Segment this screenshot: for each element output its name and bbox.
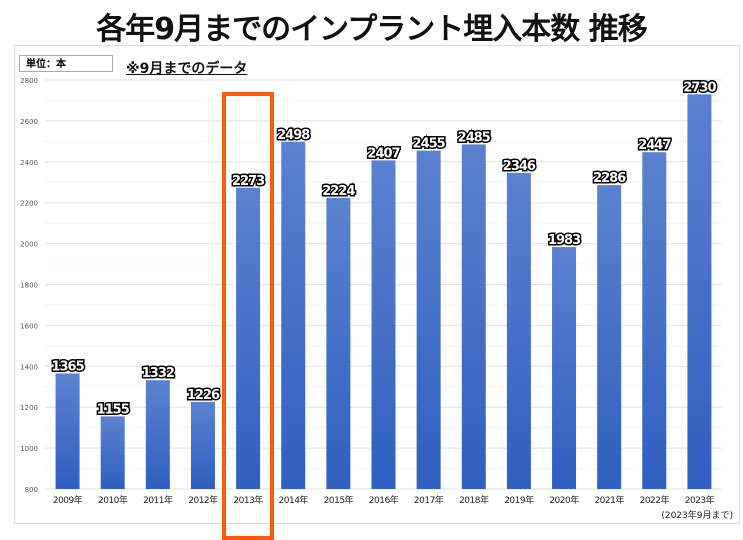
y-tick-label: 2600 bbox=[20, 118, 38, 126]
data-label: 2273 bbox=[232, 174, 265, 189]
data-label: 2498 bbox=[277, 128, 310, 143]
y-tick-label: 1600 bbox=[20, 322, 38, 330]
y-tick-label: 1800 bbox=[20, 282, 38, 290]
data-label: 2346 bbox=[503, 159, 536, 174]
page-title: 各年9月までのインプラント埋入本数 推移 bbox=[96, 12, 647, 47]
y-tick-label: 2200 bbox=[20, 200, 38, 208]
y-tick-label: 1000 bbox=[20, 445, 38, 453]
x-tick-label: 2019年 bbox=[504, 494, 534, 506]
data-label: 2730 bbox=[683, 80, 716, 95]
y-tick-label: 2000 bbox=[20, 241, 38, 249]
bar bbox=[506, 172, 531, 489]
data-label: 1365 bbox=[51, 359, 84, 374]
x-tick-label: 2018年 bbox=[459, 494, 489, 506]
y-tick-label: 800 bbox=[25, 486, 38, 494]
y-tick-label: 1400 bbox=[20, 363, 38, 371]
data-label: 2485 bbox=[458, 130, 491, 145]
bar bbox=[55, 373, 80, 489]
x-tick-label: 2022年 bbox=[640, 494, 670, 506]
data-label: 2455 bbox=[413, 137, 446, 152]
unit-label: 単位：本 bbox=[19, 55, 113, 72]
x-tick-label: 2017年 bbox=[414, 494, 444, 506]
bar bbox=[145, 380, 170, 489]
data-label: 1332 bbox=[142, 366, 174, 381]
y-tick-label: 2400 bbox=[20, 159, 38, 167]
bar bbox=[552, 247, 577, 489]
bar bbox=[642, 152, 667, 489]
x-tick-label: 2010年 bbox=[98, 494, 128, 506]
bar bbox=[597, 185, 622, 489]
bar bbox=[687, 94, 712, 489]
x-tick-label: 2014年 bbox=[279, 494, 309, 506]
highlight-box bbox=[222, 92, 274, 540]
data-label: 1226 bbox=[187, 388, 220, 403]
data-label: 1983 bbox=[548, 233, 581, 248]
x-tick-label: 2016年 bbox=[369, 494, 399, 506]
bar bbox=[371, 160, 396, 489]
bar bbox=[281, 141, 306, 489]
bar bbox=[190, 401, 215, 489]
bar bbox=[100, 416, 125, 489]
bar bbox=[236, 187, 261, 490]
x-tick-label: 2015年 bbox=[324, 494, 354, 506]
x-tick-label: 2023年 bbox=[685, 494, 715, 506]
chart-frame bbox=[14, 45, 740, 524]
x-tick-label: 2009年 bbox=[53, 494, 83, 506]
data-label: 2407 bbox=[367, 146, 400, 161]
y-tick-label: 1200 bbox=[20, 404, 38, 412]
x-tick-label: 2012年 bbox=[188, 494, 218, 506]
x-tick-label: 2021年 bbox=[594, 494, 624, 506]
y-tick-label: 2800 bbox=[20, 77, 38, 85]
x-tick-label: 2011年 bbox=[143, 494, 173, 506]
data-note: ※9月までのデータ bbox=[126, 61, 248, 77]
data-label: 2224 bbox=[322, 184, 355, 199]
bar bbox=[326, 197, 351, 490]
data-label: 2447 bbox=[638, 138, 671, 153]
data-label: 1155 bbox=[97, 402, 130, 417]
bar bbox=[461, 144, 486, 490]
x-tick-label: 2020年 bbox=[549, 494, 579, 506]
bar bbox=[416, 150, 441, 490]
footnote: (2023年9月まで) bbox=[661, 511, 733, 521]
x-tick-label: 2013年 bbox=[233, 494, 263, 506]
data-label: 2286 bbox=[593, 171, 626, 186]
